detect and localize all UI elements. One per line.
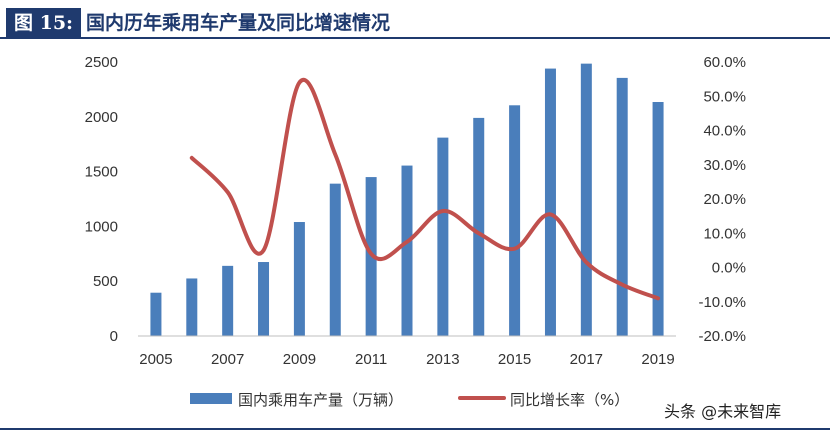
left-tick-label: 500 (93, 273, 118, 290)
legend-bar-label: 国内乘用车产量（万辆） (238, 391, 403, 409)
right-tick-label: 50.0% (703, 88, 746, 105)
left-tick-label: 0 (110, 328, 118, 345)
production-bar (580, 63, 592, 336)
x-tick-label: 2009 (283, 351, 316, 368)
legend-bar-swatch (190, 393, 232, 404)
left-axis-ticks: 0 500 1000 1500 2000 2500 (85, 54, 118, 345)
production-bar (616, 77, 628, 336)
production-bar (652, 102, 664, 336)
right-tick-label: 0.0% (712, 260, 746, 277)
x-tick-label: 2013 (426, 351, 459, 368)
figure-title-bar: 图 15: 国内历年乘用车产量及同比增速情况 (0, 8, 830, 38)
x-tick-label: 2007 (211, 351, 244, 368)
figure-number-tag: 图 15: (6, 8, 82, 38)
right-tick-label: 40.0% (703, 123, 746, 140)
production-bar (509, 105, 521, 337)
right-tick-label: -10.0% (698, 294, 746, 311)
left-tick-label: 1500 (85, 164, 118, 181)
right-tick-label: 10.0% (703, 225, 746, 242)
right-tick-label: 20.0% (703, 191, 746, 208)
growth-rate-line (189, 77, 661, 301)
watermark: 头条 @未来智库 (664, 402, 782, 421)
production-bar (258, 262, 270, 336)
production-bar (329, 183, 341, 336)
production-bar (437, 137, 449, 336)
left-tick-label: 2500 (85, 54, 118, 71)
production-bar (293, 222, 305, 336)
production-bar (150, 292, 162, 336)
right-axis-ticks: -20.0% -10.0% 0.0% 10.0% 20.0% 30.0% 40.0% 50.0… (698, 54, 746, 345)
right-tick-label: -20.0% (698, 328, 746, 345)
production-bar (544, 68, 556, 337)
x-tick-label: 2017 (570, 351, 603, 368)
left-tick-label: 2000 (85, 109, 118, 126)
legend: 国内乘用车产量（万辆） 同比增长率（%） (190, 391, 629, 409)
x-tick-label: 2019 (641, 351, 674, 368)
title-divider (0, 37, 830, 39)
x-tick-label: 2005 (139, 351, 172, 368)
production-bars (150, 63, 664, 337)
right-tick-label: 60.0% (703, 54, 746, 71)
production-bar (473, 117, 485, 336)
x-axis-ticks: 2005 2007 2009 2011 2013 2015 2017 2019 (139, 351, 675, 368)
left-tick-label: 1000 (85, 218, 118, 235)
production-bar (222, 265, 234, 336)
right-tick-label: 30.0% (703, 157, 746, 174)
x-tick-label: 2015 (498, 351, 531, 368)
production-bar (401, 165, 413, 336)
x-tick-label: 2011 (355, 351, 387, 368)
bottom-divider (0, 428, 830, 430)
production-bar (186, 278, 198, 336)
figure-title: 国内历年乘用车产量及同比增速情况 (86, 12, 391, 34)
legend-line-label: 同比增长率（%） (510, 391, 629, 409)
